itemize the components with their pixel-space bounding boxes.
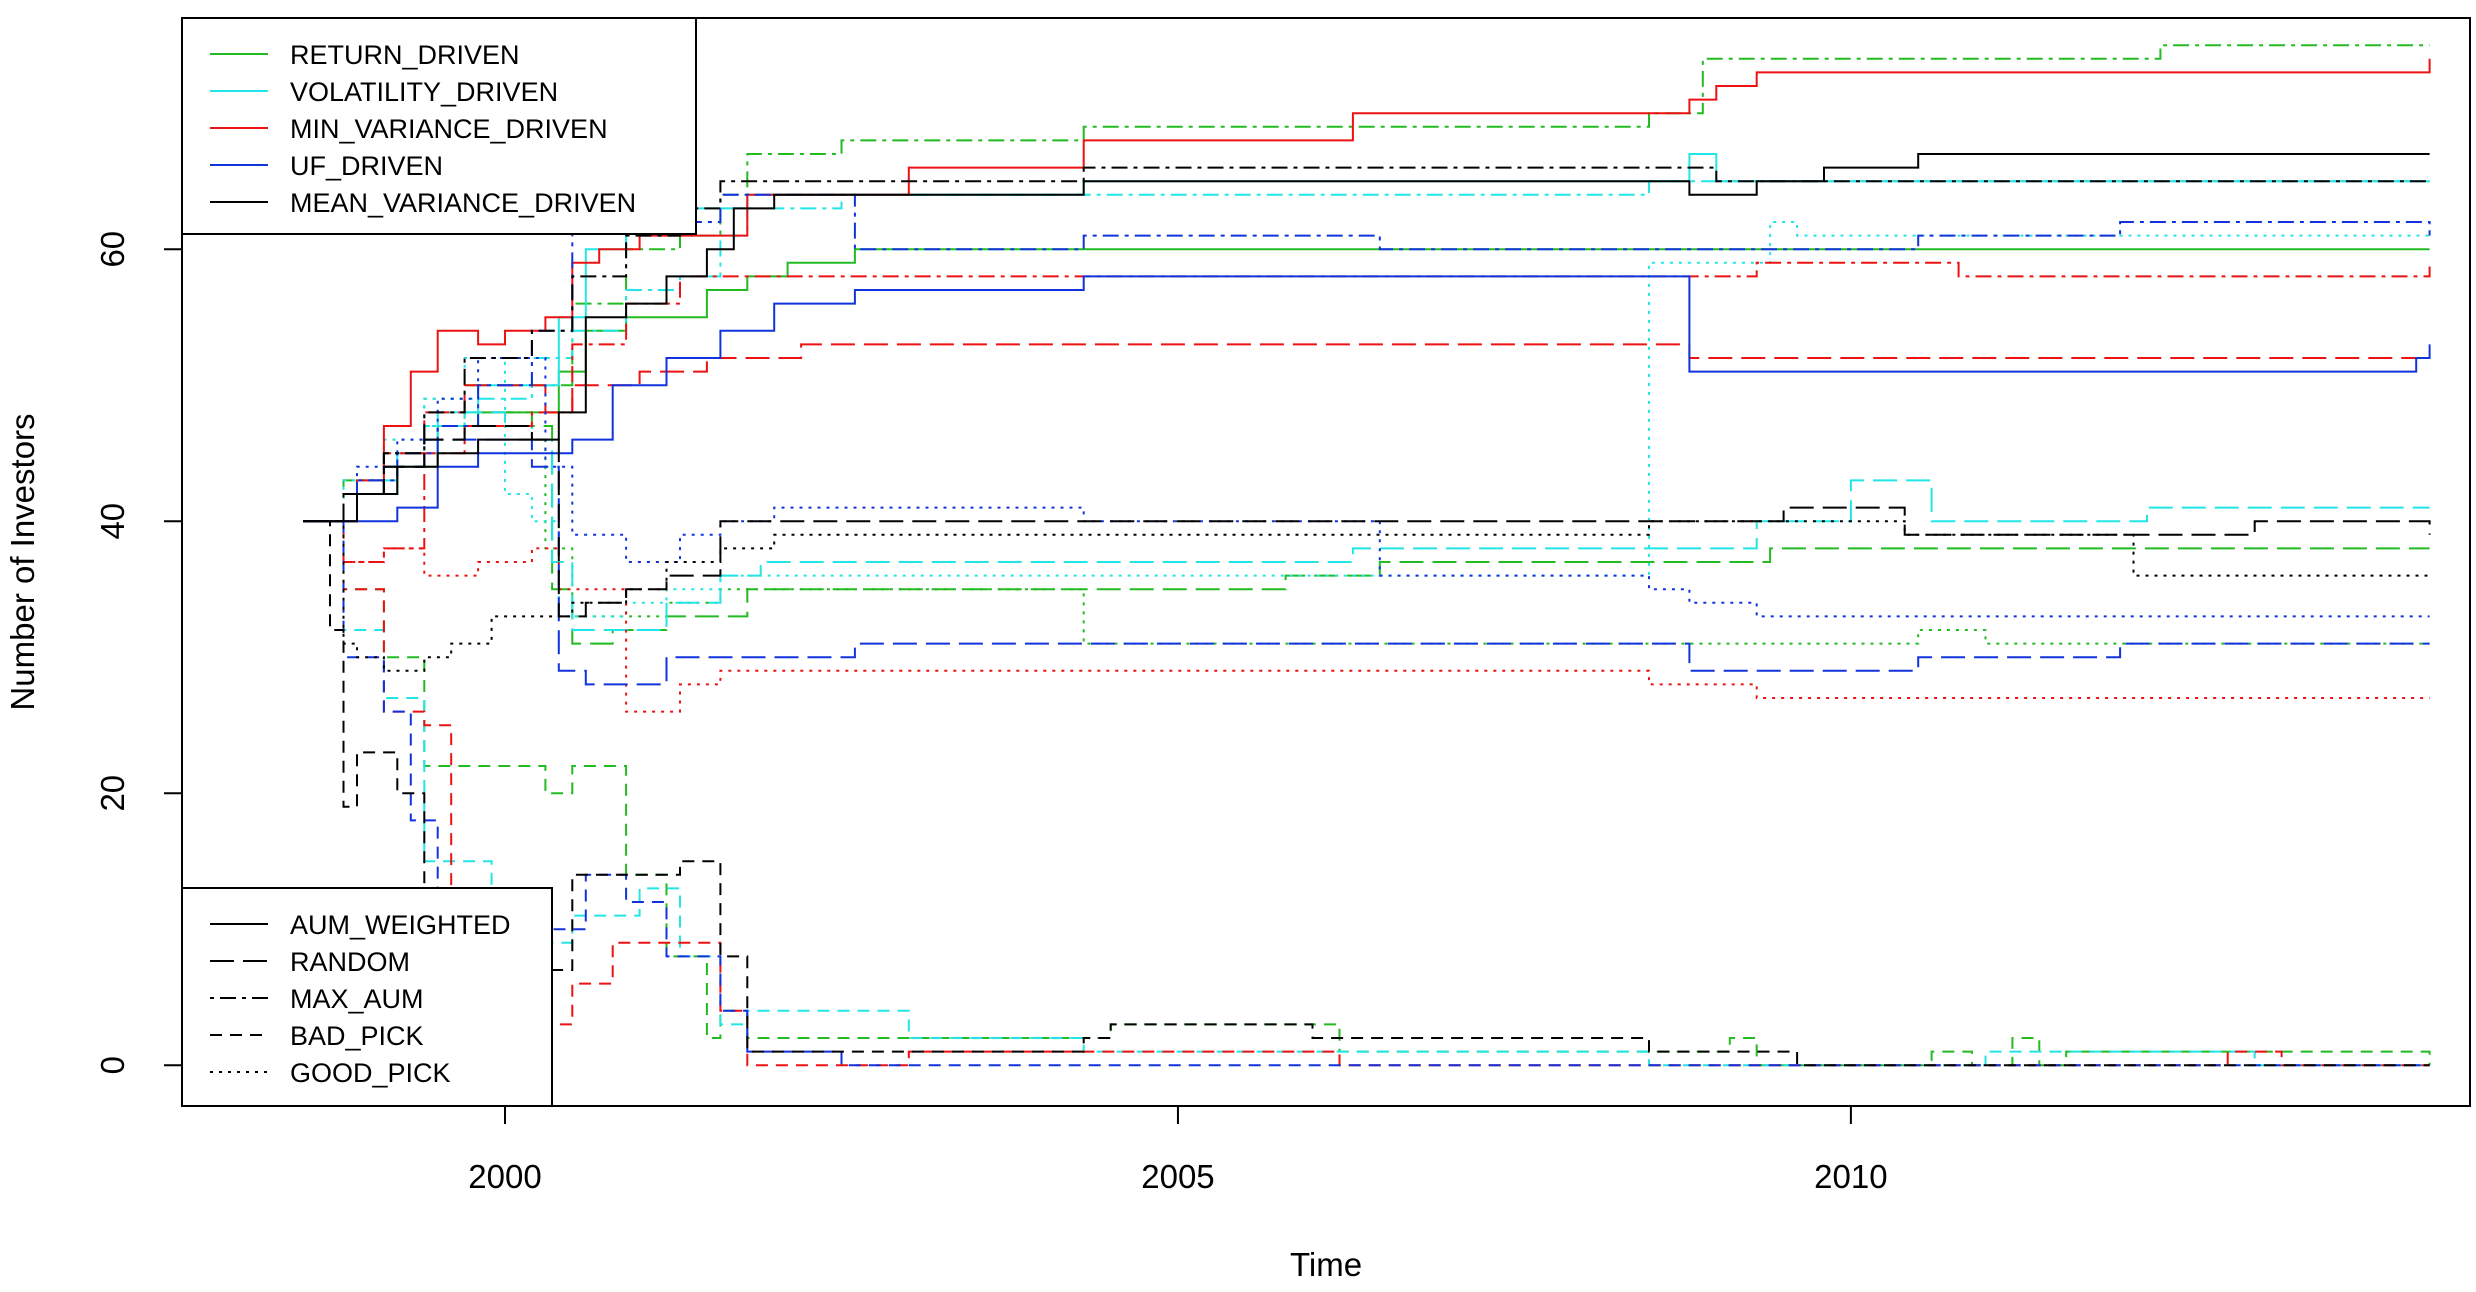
legend-label: RETURN_DRIVEN	[290, 40, 520, 70]
y-tick-label: 60	[94, 231, 131, 268]
legend-label: GOOD_PICK	[290, 1058, 451, 1088]
legend-label: MEAN_VARIANCE_DRIVEN	[290, 188, 636, 218]
y-tick-label: 0	[94, 1056, 131, 1074]
series-uf-driven-good-pick	[303, 357, 2430, 618]
x-tick-label: 2005	[1141, 1158, 1214, 1195]
legend-label: AUM_WEIGHTED	[290, 910, 511, 940]
x-tick-label: 2010	[1814, 1158, 1887, 1195]
series-volatility-driven-bad-pick	[303, 520, 2430, 1067]
series-volatility-driven-good-pick	[303, 221, 2430, 618]
legend-label: VOLATILITY_DRIVEN	[290, 77, 558, 107]
series-mean-variance-driven-good-pick	[303, 520, 2430, 672]
series-min-variance-driven-bad-pick	[303, 520, 2430, 1067]
series-uf-driven-random	[303, 438, 2430, 686]
legend-selection: AUM_WEIGHTED RANDOM MAX_AUM BAD_PICK GOOD_PI…	[181, 887, 553, 1107]
series-return-driven-random	[303, 411, 2430, 645]
x-tick-label: 2000	[468, 1158, 541, 1195]
axes-layer: 2000 2005 2010 0 20 40 60	[94, 231, 1888, 1195]
x-axis-label: Time	[1290, 1246, 1362, 1283]
legend-strategies: RETURN_DRIVEN VOLATILITY_DRIVEN MIN_VARIAN…	[181, 17, 697, 235]
series-min-variance-driven-max-aum	[303, 261, 2431, 563]
series-volatility-driven-random	[303, 411, 2430, 631]
series-return-driven-bad-pick	[303, 520, 2431, 1067]
series-uf-driven-aum-weighted	[303, 275, 2431, 523]
y-axis-label: Number of Investors	[4, 413, 41, 710]
series-uf-driven-bad-pick	[303, 520, 2430, 1067]
y-tick-label: 20	[94, 775, 131, 812]
legend-label: MAX_AUM	[290, 984, 424, 1014]
series-layer	[303, 44, 2431, 1067]
legend-label: MIN_VARIANCE_DRIVEN	[290, 114, 608, 144]
series-mean-variance-driven-max-aum	[303, 166, 2430, 523]
series-uf-driven-max-aum	[303, 193, 2431, 523]
legend-label: RANDOM	[290, 947, 410, 977]
series-mean-variance-driven-bad-pick	[303, 520, 2430, 1067]
series-mean-variance-driven-aum-weighted	[303, 153, 2430, 523]
legend-label: UF_DRIVEN	[290, 151, 443, 181]
legend-label: BAD_PICK	[290, 1021, 424, 1051]
y-tick-label: 40	[94, 503, 131, 540]
